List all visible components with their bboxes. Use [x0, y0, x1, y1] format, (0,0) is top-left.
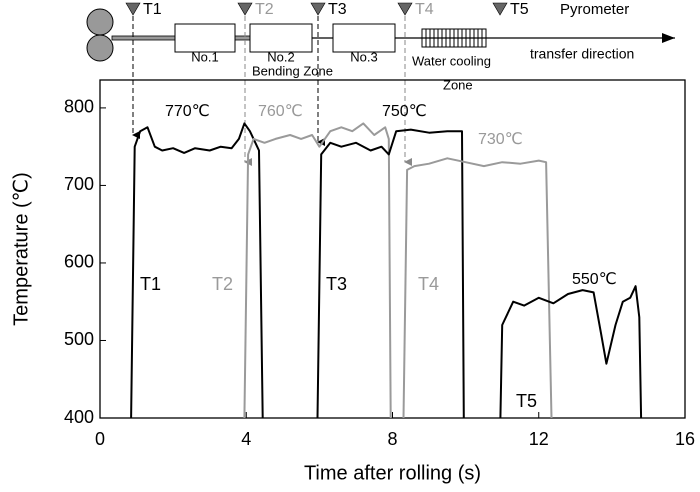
- zone-label: Zone: [443, 77, 473, 92]
- sensor-label: T4: [415, 1, 434, 18]
- y-tick-label: 500: [64, 329, 94, 349]
- x-tick-label: 4: [241, 429, 251, 449]
- direction-label: transfer direction: [530, 46, 634, 62]
- x-tick-label: 16: [675, 429, 695, 449]
- sensor-label: T1: [143, 1, 162, 18]
- y-tick-label: 700: [64, 174, 94, 194]
- annotation: 760℃: [258, 103, 303, 120]
- stand-box: [249, 23, 313, 53]
- sensor-label: T2: [255, 1, 274, 18]
- sensor-marker: [125, 2, 141, 16]
- series-label: T1: [140, 274, 161, 294]
- sensor-marker: [310, 2, 326, 16]
- x-tick-label: 12: [529, 429, 549, 449]
- sensor-label: T5: [510, 1, 529, 18]
- series-line: [243, 122, 392, 419]
- plot-frame: [99, 79, 686, 419]
- x-tick-label: 0: [95, 429, 105, 449]
- cooling-box: [421, 28, 487, 48]
- series-line: [499, 285, 643, 419]
- series-label: T4: [418, 274, 439, 294]
- annotation: 550℃: [572, 271, 617, 288]
- sensor-label: T3: [328, 1, 347, 18]
- series-label: T2: [212, 274, 233, 294]
- series-line: [402, 157, 553, 419]
- arrow-head: [662, 33, 675, 43]
- y-tick-label: 800: [64, 97, 94, 117]
- stand-label: No.1: [191, 49, 218, 64]
- sensor-note: Pyrometer: [560, 1, 629, 18]
- roller: [86, 8, 114, 36]
- sensor-marker: [397, 2, 413, 16]
- schematic: T1 T2 T3 T4 T5 Pyrometer No.1 No.2 No.3 Water coo…: [86, 1, 675, 166]
- sensor-marker: [237, 2, 253, 16]
- series-label: T3: [326, 274, 347, 294]
- roller: [86, 34, 114, 62]
- series-label: T5: [516, 391, 537, 411]
- zone-label: Bending Zone: [252, 63, 333, 78]
- annotation: 750℃: [382, 103, 427, 120]
- x-axis-label: Time after rolling (s): [304, 462, 481, 484]
- y-axis-label: Temperature (℃): [10, 172, 32, 326]
- y-tick-label: 600: [64, 252, 94, 272]
- stand-box: [174, 23, 236, 53]
- cooling-label: Water cooling: [412, 53, 491, 68]
- series-line: [316, 128, 465, 419]
- series-line: [130, 122, 264, 419]
- stand-label: No.2: [267, 49, 294, 64]
- stand-label: No.3: [350, 49, 377, 64]
- annotation: 770℃: [165, 103, 210, 120]
- y-tick-label: 400: [64, 407, 94, 427]
- annotation: 730℃: [478, 131, 523, 148]
- x-tick-label: 8: [387, 429, 397, 449]
- stand-box: [332, 23, 396, 53]
- sensor-marker: [492, 2, 508, 16]
